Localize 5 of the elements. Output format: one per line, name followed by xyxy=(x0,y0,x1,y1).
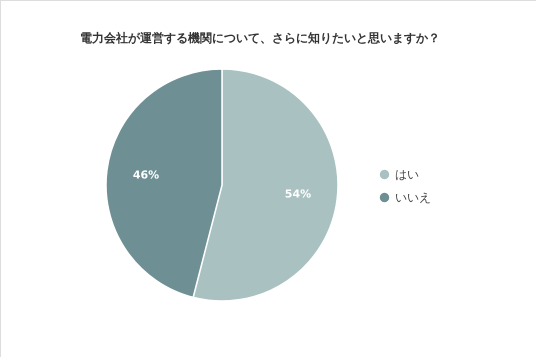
data-label: 54% xyxy=(284,188,312,201)
legend-label: いいえ xyxy=(395,190,431,204)
chart-title: 電力会社が運営する機関について、さらに知りたいと思いますか？ xyxy=(80,31,440,45)
legend-label: はい xyxy=(395,168,419,182)
data-label: 46% xyxy=(132,168,160,182)
